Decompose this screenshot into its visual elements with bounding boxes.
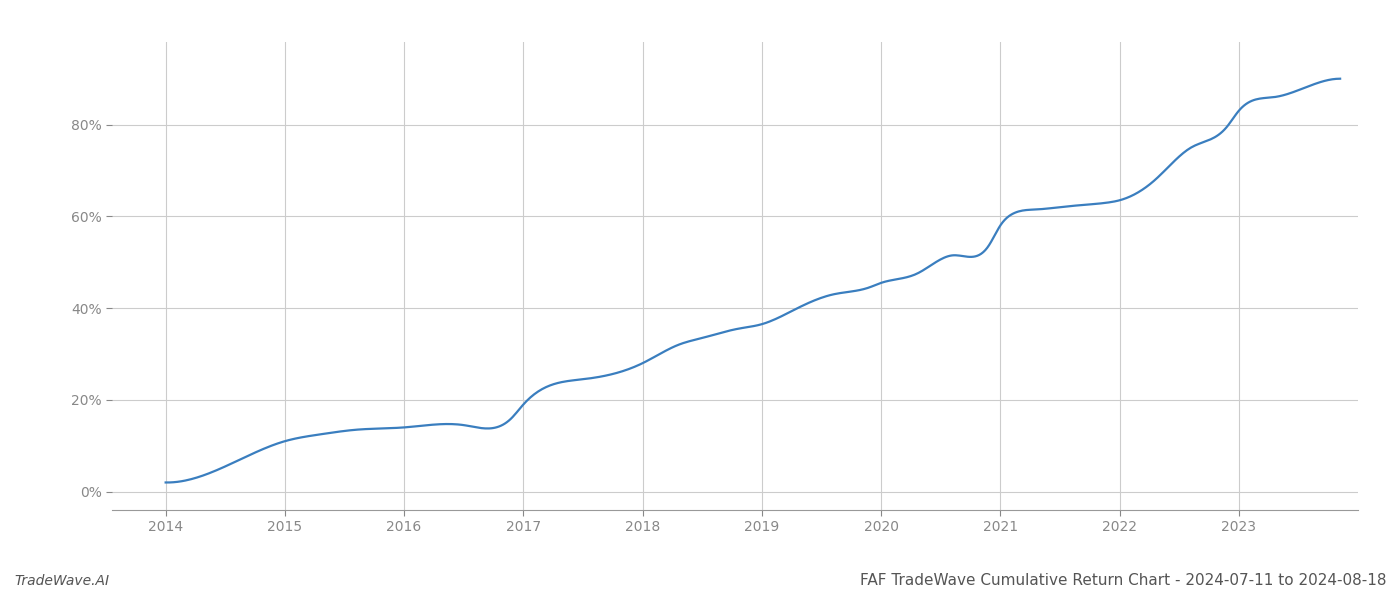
Text: TradeWave.AI: TradeWave.AI <box>14 574 109 588</box>
Text: FAF TradeWave Cumulative Return Chart - 2024-07-11 to 2024-08-18: FAF TradeWave Cumulative Return Chart - … <box>860 573 1386 588</box>
